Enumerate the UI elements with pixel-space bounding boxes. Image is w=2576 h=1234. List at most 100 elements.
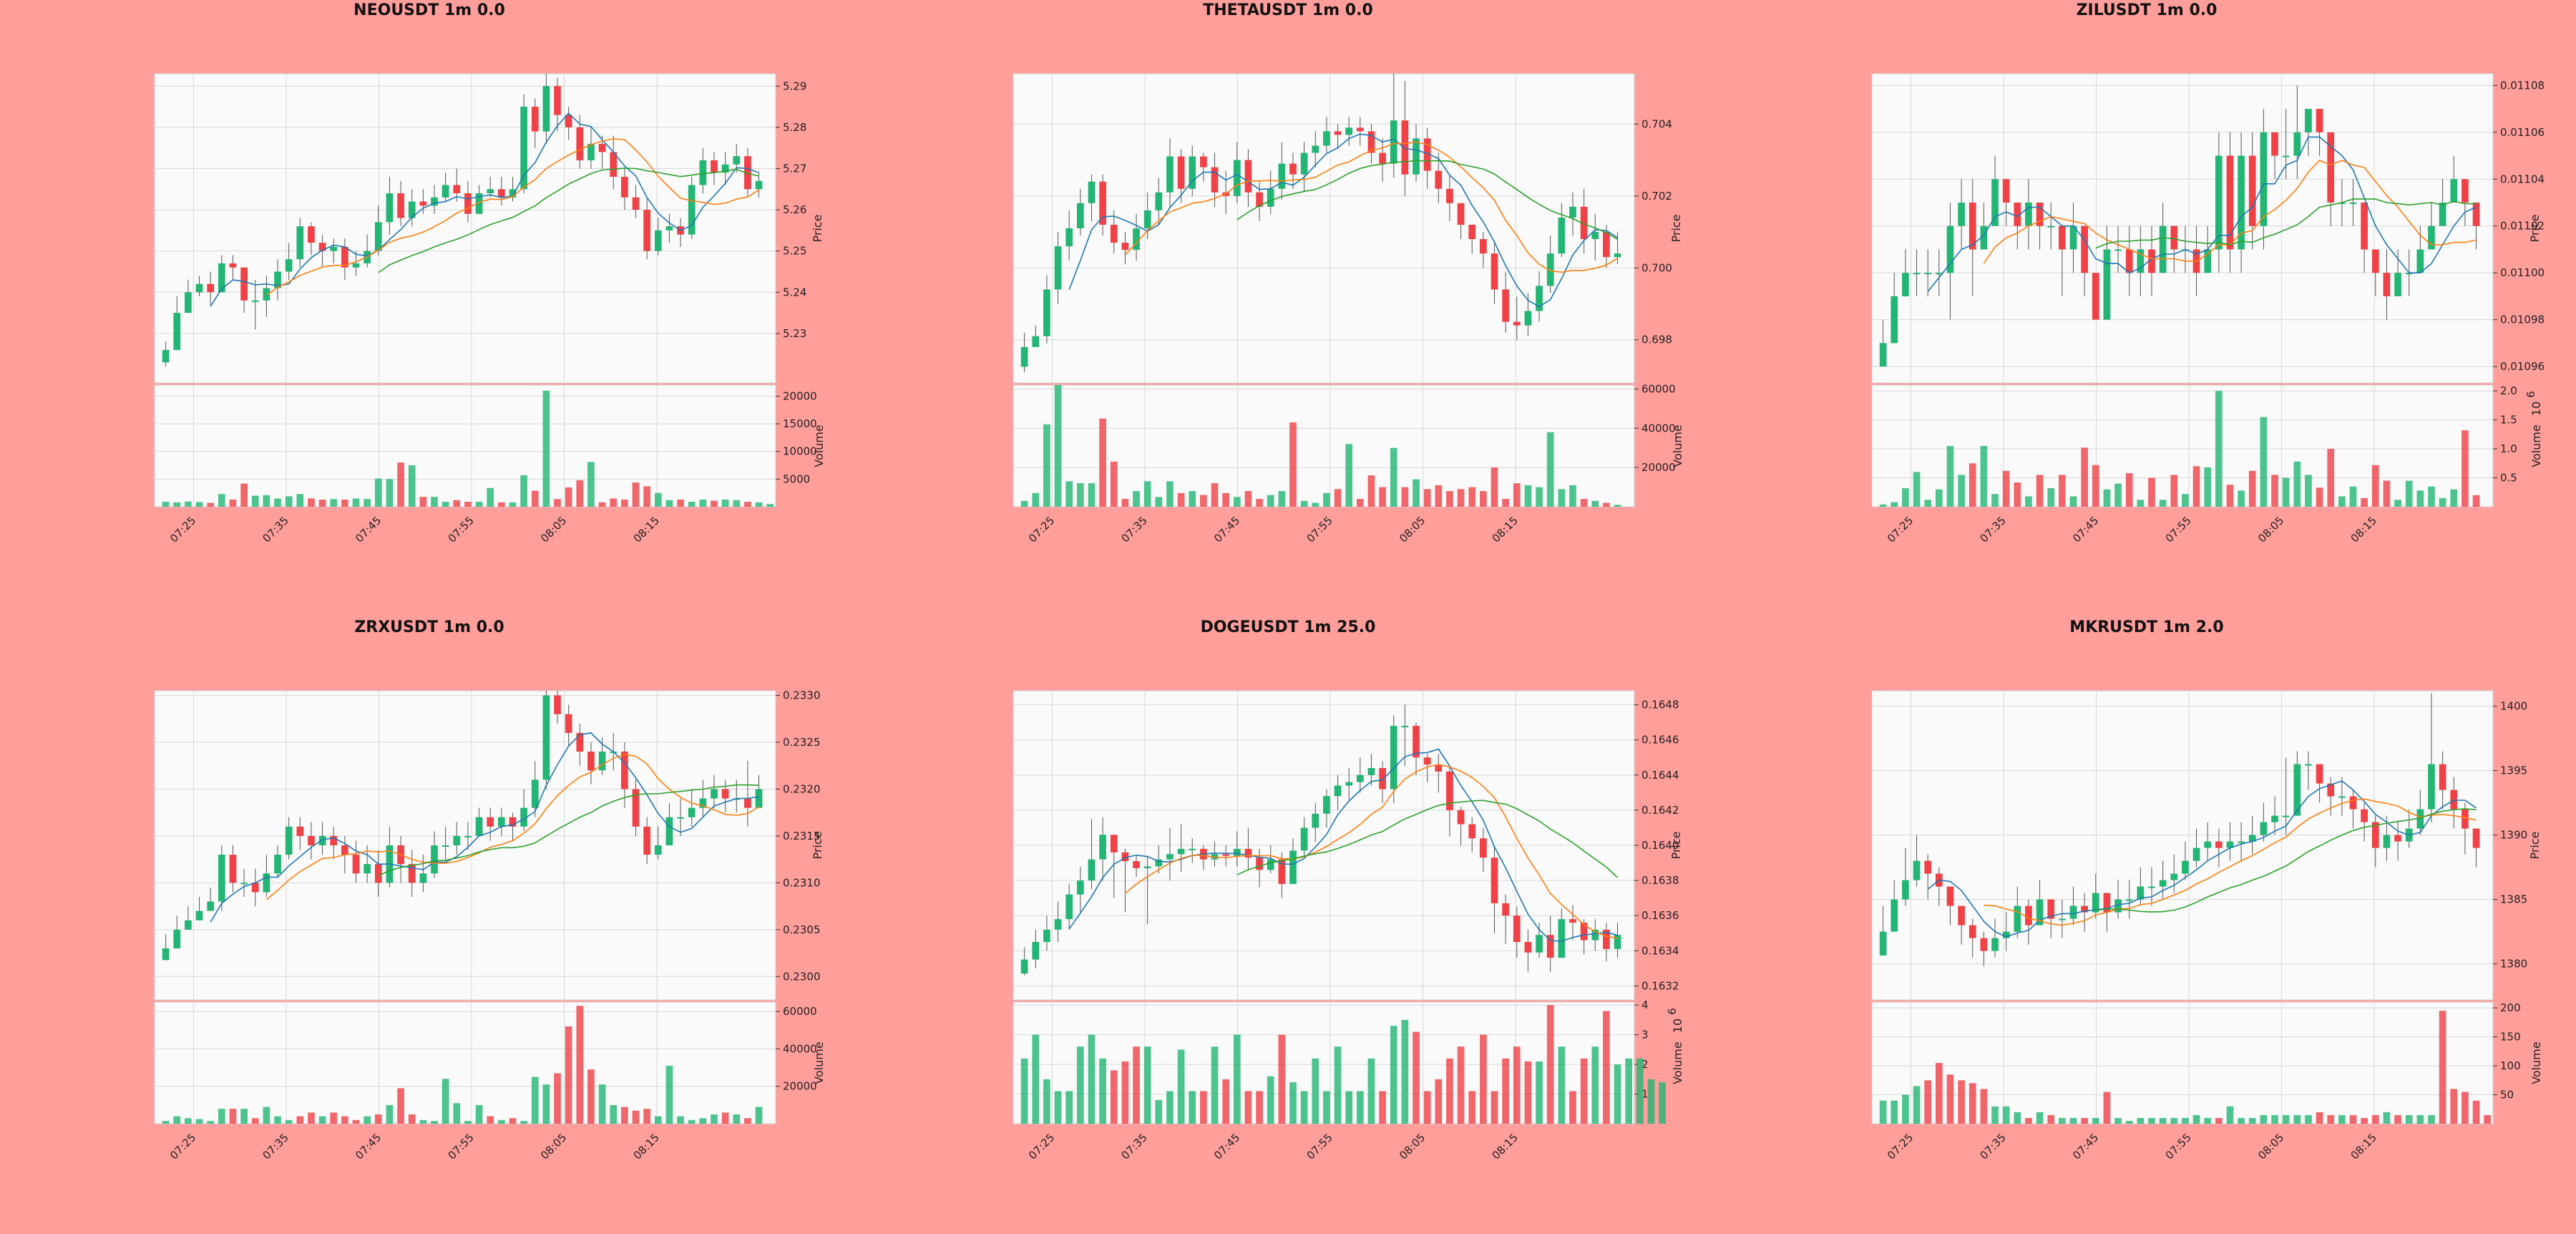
y-tick-label: 0.1642 — [1641, 804, 1679, 817]
candle-body — [2238, 155, 2245, 250]
volume-tick-label: 0.5 — [2500, 472, 2517, 485]
volume-bar — [274, 1116, 281, 1124]
volume-bar — [2014, 1112, 2021, 1124]
y-tick-label: 5.27 — [783, 162, 806, 175]
volume-bar — [1591, 1046, 1599, 1124]
candle-body — [464, 835, 472, 837]
volume-bar — [1054, 1091, 1062, 1124]
y-tick-label: 0.01106 — [2500, 126, 2545, 139]
y-tick-label: 0.1632 — [1641, 979, 1679, 992]
candle-body — [419, 873, 427, 883]
candle-body — [520, 107, 527, 190]
moving-average-line — [210, 112, 759, 307]
volume-bar — [2282, 1114, 2290, 1124]
y-tick-label: 5.29 — [783, 79, 806, 92]
volume-bar — [419, 497, 427, 507]
candle-body — [531, 107, 539, 132]
candle-body — [2371, 249, 2379, 273]
y-tick-label: 0.2325 — [783, 736, 821, 749]
volume-bar — [441, 502, 449, 507]
volume-bar — [2305, 1114, 2312, 1124]
volume-bar — [318, 499, 326, 507]
candle-body — [2159, 880, 2167, 887]
candle-body — [1099, 835, 1106, 860]
candle-body — [1580, 923, 1588, 941]
volume-bar — [2137, 1117, 2145, 1124]
volume-bar — [1991, 494, 1999, 507]
volume-bar — [240, 1109, 248, 1124]
volume-bar — [711, 500, 718, 507]
volume-bar — [688, 1119, 696, 1124]
volume-bar — [1177, 492, 1185, 507]
candle-body — [1401, 726, 1409, 728]
volume-bar — [408, 1114, 416, 1124]
volume-bar — [665, 500, 673, 507]
volume-bar — [1614, 1064, 1621, 1124]
candle-body — [2092, 273, 2099, 320]
candle-body — [1591, 929, 1599, 941]
candle-body — [2069, 225, 2077, 250]
candle-body — [1513, 915, 1521, 942]
candle-body — [2036, 203, 2044, 226]
chart-panel: THETAUSDT 1m 0.0 07:25 07:35 07:45 07:55 08:… — [859, 0, 1717, 617]
y-axis-label: Price — [1669, 214, 1683, 242]
volume-bar — [1323, 1091, 1330, 1124]
y-axis-label: Price — [811, 831, 824, 859]
volume-bar — [2450, 489, 2458, 507]
candle-body — [1890, 899, 1898, 932]
candle-body — [1177, 156, 1185, 189]
candle-body — [2002, 179, 2010, 203]
candle-body — [185, 292, 192, 314]
volume-bar — [1189, 491, 1196, 507]
candle-body — [487, 817, 494, 827]
candle-body — [643, 210, 650, 251]
volume-bar — [285, 496, 293, 507]
volume-bar — [1367, 1058, 1375, 1124]
volume-bar — [207, 1121, 215, 1124]
volume-bar — [1435, 1079, 1443, 1124]
volume-bar — [1879, 1100, 1887, 1124]
volume-bar — [2103, 489, 2111, 507]
volume-bar — [1558, 489, 1566, 507]
candle-body — [1390, 120, 1397, 164]
volume-bar — [341, 1116, 348, 1124]
volume-bar — [2450, 1089, 2458, 1124]
candle-body — [2170, 225, 2178, 250]
volume-plot-area — [154, 384, 776, 507]
y-tick-label: 1395 — [2500, 764, 2527, 777]
candle-body — [318, 243, 326, 251]
candle-body — [1278, 163, 1286, 189]
y-tick-label: 0.01098 — [2500, 314, 2545, 326]
volume-bar — [565, 1026, 572, 1124]
candle-body — [2103, 893, 2111, 913]
volume-exponent-power: 6 — [2524, 391, 2537, 398]
volume-bar — [1300, 1091, 1308, 1124]
candle-body — [251, 300, 259, 302]
y-tick-label: 0.2330 — [783, 689, 821, 702]
candle-body — [1491, 858, 1498, 903]
volume-bar — [1289, 1082, 1297, 1124]
volume-bar — [464, 502, 472, 507]
x-tick-label: 07:25 — [1026, 514, 1057, 545]
y-tick-label: 0.1640 — [1641, 839, 1679, 852]
candle-body — [554, 695, 561, 714]
volume-tick-label: 15000 — [783, 417, 817, 430]
candle-body — [1491, 253, 1498, 290]
candle-body — [576, 732, 584, 752]
candle-body — [509, 817, 517, 827]
candle-body — [185, 920, 192, 930]
volume-bar — [699, 499, 707, 507]
volume-bar — [1020, 500, 1028, 507]
volume-bar — [699, 1118, 707, 1124]
volume-bar — [755, 1107, 763, 1124]
volume-bar — [766, 504, 774, 507]
volume-bar — [2215, 391, 2223, 507]
candle-body — [453, 185, 461, 194]
candle-body — [2014, 905, 2021, 932]
candle-body — [1924, 273, 1932, 275]
volume-bar — [296, 494, 304, 507]
volume-bar — [1968, 463, 1976, 507]
volume-tick-label: 1 — [1641, 1088, 1649, 1101]
volume-bar — [531, 1077, 539, 1124]
